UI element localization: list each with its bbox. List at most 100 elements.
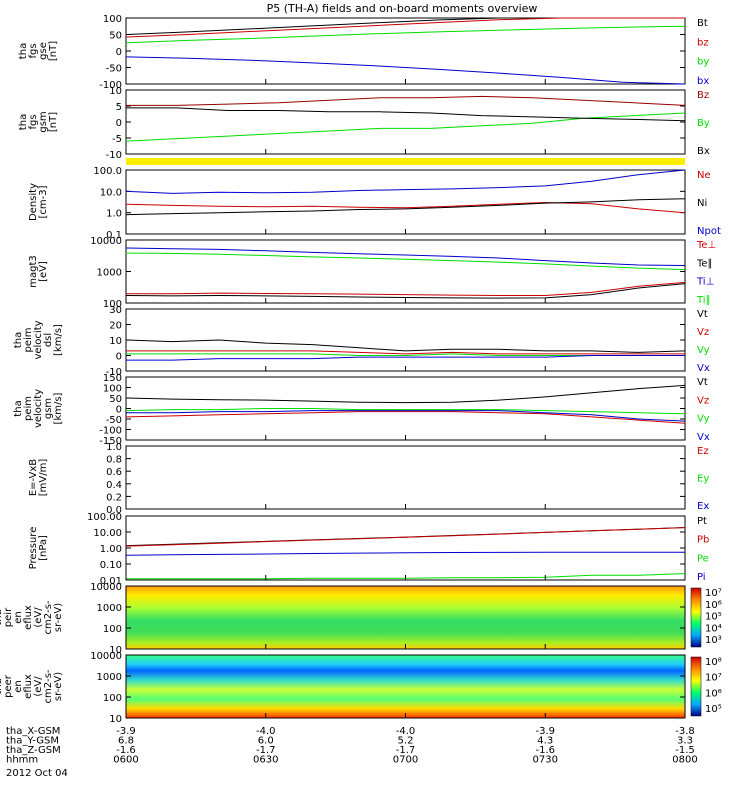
legend-bx: bx	[697, 76, 709, 87]
xaxis-value: 0630	[253, 755, 278, 766]
xaxis-row-label: tha_X-GSM	[6, 726, 60, 737]
legend-Vx: Vx	[697, 432, 710, 443]
legend-Vy: Vy	[697, 414, 710, 425]
ytick-label: -50	[106, 415, 122, 426]
plot-title: P5 (TH-A) fields and on-board moments ov…	[267, 2, 538, 15]
panel-density: Density[cm-3] 100.0 10.0 1.0 0.1 Ne Ni Npot	[28, 166, 721, 241]
series-Vz	[126, 350, 685, 355]
xaxis-value: 0700	[393, 755, 418, 766]
legend-Ne: Ne	[697, 170, 711, 181]
xaxis-value: 5.2	[398, 736, 414, 747]
ylabel-line: [nT]	[48, 41, 59, 61]
ytick-label: 10000	[90, 582, 122, 593]
legend-by: by	[697, 57, 709, 68]
ytick-label: 10	[109, 86, 122, 97]
ylabel-fgs_gsm: thafgsgsm[nT]	[18, 111, 59, 132]
series-Pb	[125, 527, 686, 547]
ylabel-line: Density	[28, 183, 39, 221]
series-Vy	[125, 408, 686, 415]
ylabel-line: gsm	[38, 111, 49, 132]
ytick-label: -150	[99, 436, 122, 447]
series-Bx	[126, 107, 686, 122]
legend-Pe: Pe	[697, 553, 709, 564]
xaxis-value: 0730	[533, 755, 558, 766]
legend-Ti∥: Ti∥	[696, 295, 711, 306]
ylabel-line: tha	[18, 43, 29, 59]
ytick-label: 0.01	[100, 576, 122, 587]
ylabel-line: peim	[23, 396, 34, 421]
series-bx	[125, 56, 686, 85]
series-Te∥	[125, 283, 686, 299]
ylabel-line: eflux	[23, 674, 34, 699]
ylabel-line: [km/s]	[53, 324, 64, 356]
ytick-label: 1.00	[100, 544, 122, 555]
ylabel-density: Density[cm-3]	[28, 183, 49, 221]
colorbar-tick: 10⁴	[705, 623, 722, 634]
ytick-label: 0	[116, 47, 122, 58]
ylabel-line: Pressure	[28, 527, 39, 570]
frame-pressure	[125, 515, 686, 581]
ytick-label: 0.0	[106, 505, 122, 516]
ytick-label: 150	[103, 373, 122, 384]
ytick-label: 10	[109, 336, 122, 347]
ylabel-line: fgs	[28, 43, 39, 58]
xaxis-value: -1.7	[396, 745, 416, 756]
date-label: 2012 Oct 04	[6, 768, 68, 779]
ytick-label: 5	[116, 102, 122, 113]
panel-peir: thapeireneflux(eV/cm2-s-sr-eV)10⁷10⁶10⁵1…	[0, 582, 722, 656]
legend-Vt: Vt	[697, 377, 708, 388]
legend-Vy: Vy	[697, 345, 710, 356]
series-Vx	[126, 355, 685, 361]
ylabel-line: peer	[3, 674, 14, 698]
ylabel-line: (eV/	[33, 607, 44, 628]
ylabel-line: tha	[18, 114, 29, 130]
legend-Te∥: Te∥	[696, 258, 713, 269]
ylabel-line: tha	[0, 678, 4, 694]
ytick-label: 0.2	[106, 492, 122, 503]
ytick-label: -5	[112, 134, 122, 145]
frame-efield	[125, 445, 686, 510]
ytick-label: -100	[99, 80, 122, 91]
legend-Ey: Ey	[697, 474, 709, 485]
legend-Bx: Bx	[697, 146, 710, 157]
ytick-label: 0	[116, 405, 122, 416]
ytick-label: 10000	[90, 651, 122, 662]
xaxis-value: 3.3	[677, 736, 693, 747]
ylabel-peer: thapeereneflux(eV/cm2-s-sr-eV)	[0, 669, 64, 703]
ylabel-fgs_gse: thafgsgse[nT]	[18, 41, 59, 61]
quality-bar	[126, 158, 685, 165]
ylabel-line: tha	[13, 332, 24, 348]
ytick-label: 100.00	[87, 512, 122, 523]
panels: thafgsgse[nT]100500-50-100Btbzbybxthafgs…	[0, 14, 722, 725]
ytick-label: 1000	[97, 672, 122, 683]
series-bz	[125, 17, 685, 38]
ytick-label: 0	[116, 352, 122, 363]
panel-fgs_gse: thafgsgse[nT] 100 50 0 -50 -100 Bt bz by bx	[18, 14, 709, 91]
ytick-label: 0.6	[106, 467, 122, 478]
panel-temp: magt3[eV] 10000 1000 100 Te⊥ Te∥ Ti⊥ Ti∥	[28, 236, 716, 310]
panel-fgs_gsm: thafgsgsm[nT] 10 5 0 -5 -10 Bz By Bx	[18, 86, 710, 161]
panel-efield: E=-VxB[mV/m] 1.0 0.80.6 0.40.2 0.0 Ez Ey Ex	[28, 442, 709, 516]
panel-vel_gsm: thapeimvelocitygsm[km/s] 150100500-50-100…	[13, 373, 710, 447]
ylabel-pressure: Pressure[nPa]	[28, 527, 49, 570]
ytick-label: 50	[109, 394, 122, 405]
ytick-label: 0.8	[106, 455, 122, 466]
series-Bt	[125, 17, 685, 35]
colorbar-tick: 10³	[705, 635, 722, 646]
series-Vz	[125, 411, 686, 424]
panel-peer: thapeereneflux(eV/cm2-s-sr-eV) 10⁸ 10⁷ 10⁶ 1…	[0, 651, 722, 725]
ylabel-peir: thapeireneflux(eV/cm2-s-sr-eV)	[0, 600, 64, 634]
xaxis-value: 6.8	[118, 736, 134, 747]
ylabel-line: peim	[23, 327, 34, 352]
ylabel-line: cm2-s-	[43, 600, 54, 634]
colorbar-tick: 10⁸	[705, 657, 722, 668]
ytick-label: 0.10	[100, 560, 122, 571]
xaxis-value: -1.7	[256, 745, 276, 756]
ytick-label: 100	[103, 14, 122, 25]
xaxis-row-label: tha_Y-GSM	[6, 736, 59, 747]
legend-Vt: Vt	[697, 309, 708, 320]
xaxis-value: 4.3	[537, 736, 553, 747]
ylabel-line: [nPa]	[38, 535, 49, 561]
colorbar-tick: 10⁷	[705, 673, 722, 684]
ytick-label: 10000	[90, 236, 122, 247]
